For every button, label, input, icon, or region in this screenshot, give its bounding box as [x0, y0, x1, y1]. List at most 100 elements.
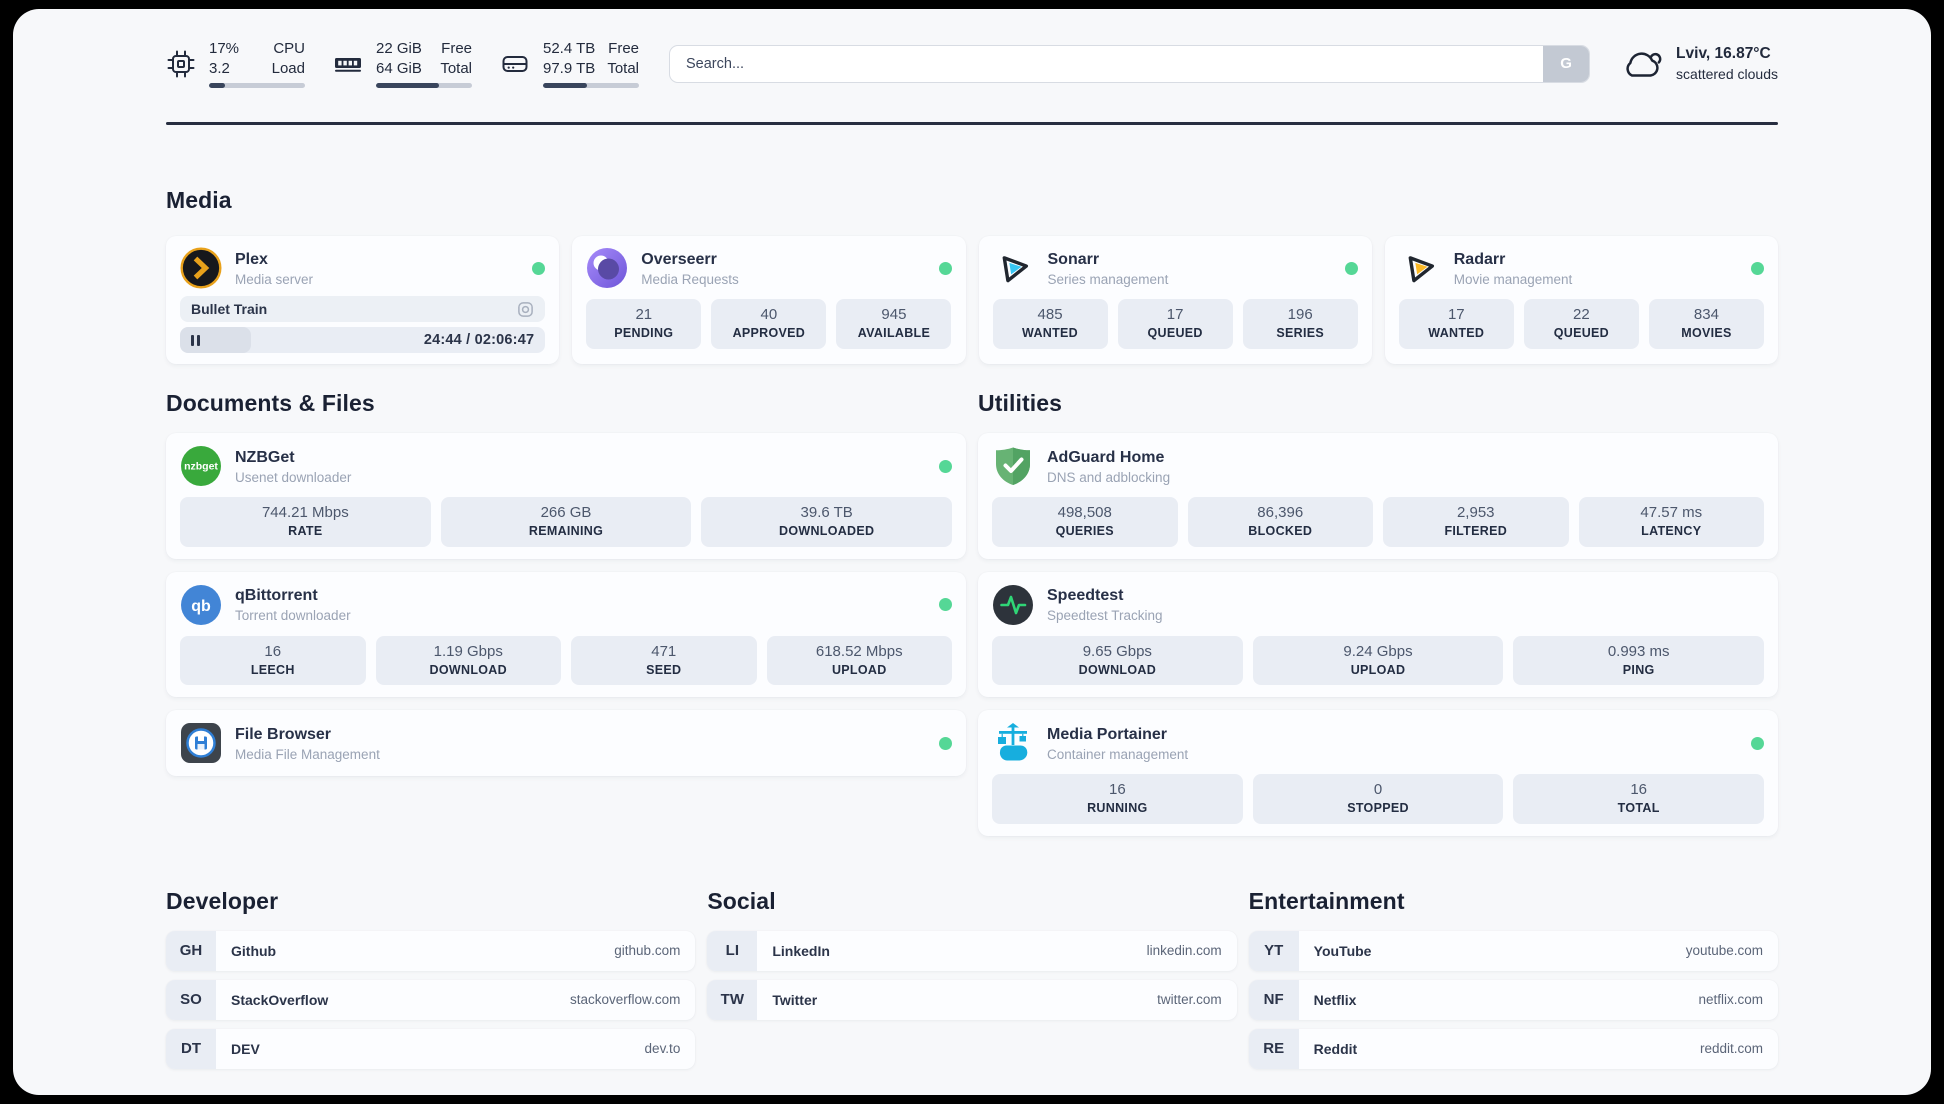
app-name: qBittorrent: [235, 587, 318, 604]
app-subtitle: Container management: [1047, 746, 1189, 762]
bookmark-youtube[interactable]: YT YouTube youtube.com: [1248, 930, 1778, 971]
bookmark-reddit[interactable]: RE Reddit reddit.com: [1248, 1028, 1778, 1069]
stat-tile: 22 QUEUED: [1523, 299, 1639, 349]
stat-value: 471: [651, 642, 677, 660]
app-name: Plex: [235, 250, 268, 268]
app-card-radarr[interactable]: Radarr Movie management 17 WANTED 22 QUE…: [1384, 236, 1778, 364]
status-dot: [939, 459, 952, 473]
bookmark-name: Twitter: [772, 991, 818, 1008]
stat-tile: 21 PENDING: [586, 299, 702, 349]
app-subtitle: Usenet downloader: [235, 469, 352, 485]
app-card-sonarr[interactable]: Sonarr Series management 485 WANTED 17 Q…: [978, 236, 1372, 364]
ram-total-value: 64 GiB: [376, 59, 422, 77]
ram-free-value: 22 GiB: [376, 40, 422, 57]
stat-tile: 471 SEED: [571, 635, 757, 685]
app-card-speedtest[interactable]: Speedtest Speedtest Tracking 9.65 Gbps D…: [978, 571, 1778, 697]
search-engine-button[interactable]: G: [1543, 45, 1590, 82]
bookmark-url: youtube.com: [1685, 943, 1763, 958]
ram-free-label: Free: [441, 40, 472, 57]
search-input[interactable]: [669, 44, 1591, 83]
sonarr-icon: [993, 247, 1035, 289]
stat-label: FILTERED: [1444, 524, 1508, 538]
stat-value: 834: [1693, 306, 1719, 323]
stat-value: 2,953: [1456, 504, 1495, 521]
app-name: Radarr: [1453, 250, 1506, 268]
system-stats: 17% 3.2 CPU Load: [166, 39, 639, 88]
cpu-percent: 17%: [209, 40, 240, 57]
stat-tile: 0 STOPPED: [1252, 774, 1504, 824]
stat-tile: 0.993 ms PING: [1513, 635, 1765, 685]
stat-value: 498,508: [1057, 504, 1112, 521]
stat-label: DOWNLOAD: [429, 662, 507, 677]
stat-value: 1.19 Gbps: [433, 642, 503, 660]
session-icon: [517, 301, 534, 318]
bookmark-url: github.com: [614, 943, 681, 958]
bookmark-name: LinkedIn: [772, 942, 830, 959]
bookmark-abbr: SO: [166, 979, 216, 1020]
app-card-overseerr[interactable]: Overseerr Media Requests 21 PENDING 40 A…: [572, 236, 966, 364]
stat-value: 16: [1108, 781, 1126, 798]
ram-total-label: Total: [440, 59, 472, 77]
app-card-portainer[interactable]: Media Portainer Container management 16 …: [978, 710, 1778, 836]
stat-value: 196: [1287, 306, 1313, 323]
app-subtitle: Media File Management: [235, 746, 380, 762]
stat-tile: 16 RUNNING: [992, 774, 1243, 824]
stat-tile: 16 TOTAL: [1513, 774, 1765, 824]
bookmark-url: twitter.com: [1157, 992, 1222, 1007]
stat-tile: 266 GB REMAINING: [440, 497, 692, 547]
app-name: File Browser: [235, 725, 332, 743]
bookmark-group-developer: Developer GH Github github.com SO StackO…: [166, 887, 696, 1069]
adguard-icon: [992, 445, 1034, 487]
dashboard-page: 17% 3.2 CPU Load: [13, 9, 1931, 1095]
stat-tile: 196 SERIES: [1242, 299, 1358, 349]
memory-progress-bar: [376, 83, 472, 88]
bookmark-abbr: YT: [1248, 930, 1299, 971]
svg-text:qb: qb: [191, 598, 211, 615]
plex-icon: [180, 247, 222, 289]
status-dot: [939, 598, 952, 611]
stat-tile: 744.21 Mbps RATE: [180, 497, 431, 547]
now-playing-progress: 24:44 / 02:06:47: [180, 327, 546, 353]
stat-label: PENDING: [614, 326, 674, 340]
app-card-filebrowser[interactable]: File Browser Media File Management: [166, 710, 966, 776]
media-grid: Plex Media server Bullet Train: [166, 236, 1778, 364]
pause-icon: [191, 334, 200, 346]
bookmark-github[interactable]: GH Github github.com: [166, 930, 696, 971]
stat-tile: 2,953 FILTERED: [1383, 497, 1569, 547]
stat-tile: 40 APPROVED: [711, 299, 827, 349]
stat-tile: 16 LEECH: [180, 635, 366, 685]
stat-value: 16: [1630, 781, 1648, 798]
app-subtitle: DNS and adblocking: [1047, 469, 1171, 485]
filebrowser-icon: [180, 722, 222, 764]
bookmark-stackoverflow[interactable]: SO StackOverflow stackoverflow.com: [166, 979, 696, 1020]
stat-label: TOTAL: [1617, 801, 1660, 815]
stat-tile: 86,396 BLOCKED: [1187, 497, 1373, 547]
section-title-entertainment: Entertainment: [1248, 887, 1405, 914]
app-subtitle: Media server: [235, 271, 314, 287]
stat-value: 47.57 ms: [1640, 504, 1703, 521]
app-card-plex[interactable]: Plex Media server Bullet Train: [166, 236, 560, 364]
stat-value: 485: [1037, 306, 1063, 323]
bookmark-url: dev.to: [644, 1041, 681, 1056]
bookmark-dev[interactable]: DT DEV dev.to: [166, 1028, 696, 1069]
nzbget-icon: nzbget: [180, 445, 222, 487]
disk-total-label: Total: [607, 59, 639, 77]
app-card-qbittorrent[interactable]: qb qBittorrent Torrent downloader: [166, 571, 966, 697]
bookmark-linkedin[interactable]: LI LinkedIn linkedin.com: [707, 930, 1237, 971]
app-subtitle: Media Requests: [641, 271, 739, 287]
stat-value: 945: [881, 306, 907, 323]
app-card-adguard[interactable]: AdGuard Home DNS and adblocking 498,508 …: [978, 433, 1778, 559]
app-card-nzbget[interactable]: nzbget NZBGet Usenet downloader 74: [166, 433, 966, 559]
svg-text:nzbget: nzbget: [184, 461, 218, 473]
app-name: Sonarr: [1047, 250, 1100, 268]
bookmark-netflix[interactable]: NF Netflix netflix.com: [1248, 979, 1778, 1020]
bookmark-name: DEV: [231, 1040, 260, 1057]
stat-label: LEECH: [250, 662, 295, 677]
stat-tile: 834 MOVIES: [1648, 299, 1764, 349]
section-title-developer: Developer: [166, 887, 279, 914]
memory-stat: 22 GiB 64 GiB Free Total: [333, 39, 472, 88]
section-title-media: Media: [166, 187, 232, 213]
bookmark-name: YouTube: [1313, 942, 1372, 959]
bookmark-twitter[interactable]: TW Twitter twitter.com: [707, 979, 1237, 1020]
stat-value: 0.993 ms: [1607, 642, 1670, 660]
